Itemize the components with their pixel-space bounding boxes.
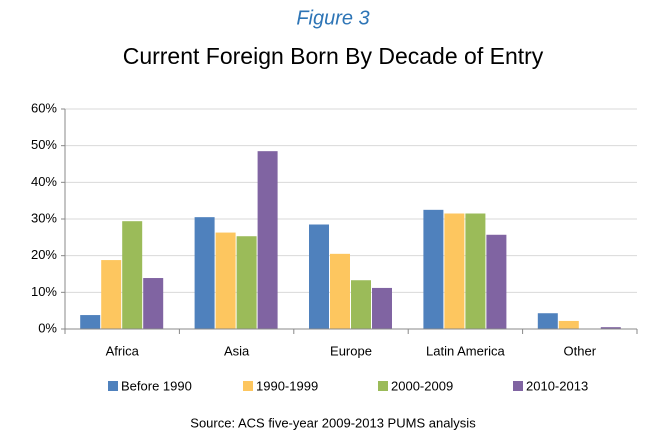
x-tick-label: Africa [106, 343, 140, 358]
bar [444, 213, 465, 329]
y-tick-label: 10% [31, 284, 57, 299]
bar [372, 287, 392, 329]
legend-label: Before 1990 [121, 378, 192, 393]
bar [486, 234, 507, 329]
legend-label: 2010-2013 [526, 378, 588, 393]
legend-label: 1990-1999 [256, 378, 318, 393]
y-tick-label: 50% [31, 137, 57, 152]
bar [122, 221, 143, 329]
bar [558, 320, 579, 329]
bar [236, 236, 257, 329]
legend-swatch [108, 381, 118, 391]
y-tick-label: 30% [31, 210, 57, 225]
chart-subtitle: Current Foreign Born By Decade of Entry [123, 43, 544, 69]
y-tick-label: 20% [31, 247, 57, 262]
bar [465, 213, 486, 329]
bar [537, 313, 558, 329]
legend-label: 2000-2009 [391, 378, 453, 393]
legend-swatch [243, 381, 253, 391]
y-tick-label: 0% [38, 320, 57, 335]
bar [143, 278, 164, 329]
bar [257, 151, 278, 329]
legend-swatch [513, 381, 523, 391]
bar [101, 260, 122, 329]
bar [423, 209, 444, 329]
bar [215, 232, 236, 329]
bar [309, 224, 329, 329]
bar [80, 315, 101, 329]
bar [351, 280, 371, 329]
legend-swatch [378, 381, 388, 391]
x-tick-label: Europe [330, 343, 372, 358]
bar [194, 217, 215, 329]
source-note: Source: ACS five-year 2009-2013 PUMS ana… [190, 415, 476, 430]
y-tick-label: 60% [31, 100, 57, 115]
x-tick-label: Latin America [426, 343, 506, 358]
bar [600, 327, 621, 329]
chart-title: Figure 3 [296, 7, 369, 29]
y-tick-label: 40% [31, 174, 57, 189]
x-tick-label: Other [564, 343, 597, 358]
bar [330, 253, 350, 329]
x-tick-label: Asia [224, 343, 250, 358]
